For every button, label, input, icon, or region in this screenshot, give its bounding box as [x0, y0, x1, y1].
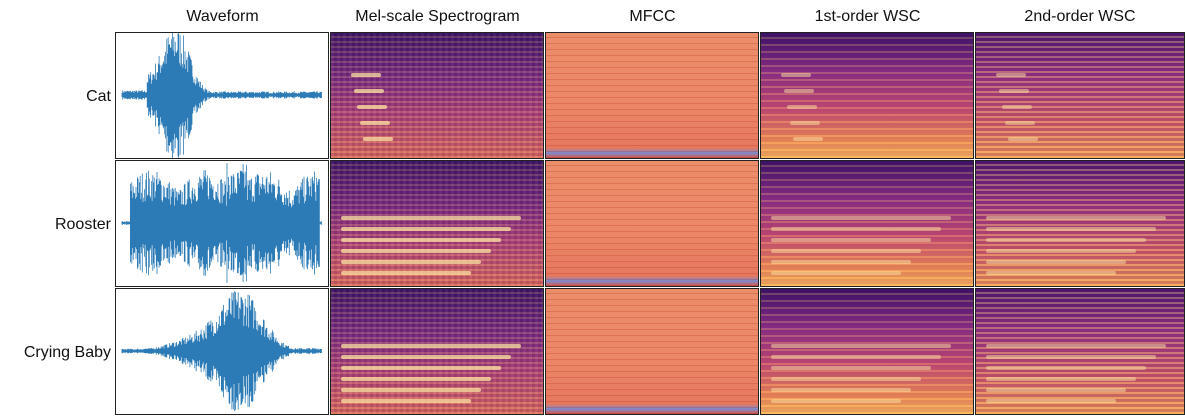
- spectral-band: [357, 105, 387, 109]
- spectral-band: [986, 344, 1166, 348]
- spectral-band: [771, 260, 911, 264]
- spectrogram-panel: [545, 160, 759, 287]
- spectrogram-panel: [330, 32, 544, 159]
- spectral-band: [341, 260, 481, 264]
- spectrogram-panel: [760, 32, 974, 159]
- waveform-trace: [122, 291, 322, 411]
- waveform: [116, 33, 328, 158]
- spectral-band: [1002, 105, 1032, 109]
- spectral-band: [351, 73, 381, 77]
- spectral-band: [363, 137, 393, 141]
- waveform-trace: [122, 33, 322, 158]
- column-header: Mel-scale Spectrogram: [330, 0, 545, 32]
- spectral-band: [784, 89, 814, 93]
- spectral-band: [341, 366, 501, 370]
- spectral-band: [341, 216, 521, 220]
- spectral-band: [986, 399, 1116, 403]
- column-header: 2nd-order WSC: [975, 0, 1185, 32]
- spectrogram-panel: [975, 288, 1185, 415]
- spectrogram-panel: [975, 160, 1185, 287]
- spectral-band: [1005, 121, 1035, 125]
- row-label: Cat: [0, 88, 111, 106]
- spectrogram-panel: [545, 288, 759, 415]
- row-label: Rooster: [0, 216, 111, 234]
- spectral-band: [771, 227, 941, 231]
- column-header: 1st-order WSC: [760, 0, 975, 32]
- spectral-band: [341, 238, 501, 242]
- spectral-band: [986, 216, 1166, 220]
- spectral-band: [341, 344, 521, 348]
- figure: Waveform Mel-scale Spectrogram MFCC 1st-…: [0, 0, 1185, 417]
- spectral-band: [341, 355, 511, 359]
- spectral-band: [986, 388, 1126, 392]
- spectral-band: [986, 366, 1146, 370]
- spectral-band: [986, 238, 1146, 242]
- spectrogram-panel: [760, 288, 974, 415]
- spectral-band: [986, 249, 1136, 253]
- waveform-trace: [122, 163, 322, 283]
- spectral-band: [771, 249, 921, 253]
- spectral-band: [771, 216, 951, 220]
- spectral-band: [360, 121, 390, 125]
- spectral-band: [787, 105, 817, 109]
- spectral-band: [999, 89, 1029, 93]
- spectral-band: [341, 388, 481, 392]
- spectral-band: [771, 271, 901, 275]
- spectral-band: [771, 344, 951, 348]
- row-label: Crying Baby: [0, 344, 111, 362]
- spectral-band: [771, 238, 931, 242]
- spectral-band: [771, 388, 911, 392]
- waveform-panel: [115, 160, 329, 287]
- spectrogram-panel: [545, 32, 759, 159]
- spectral-band: [781, 73, 811, 77]
- spectral-band: [341, 271, 471, 275]
- spectrogram-panel: [330, 288, 544, 415]
- spectral-band: [771, 399, 901, 403]
- column-header: Waveform: [115, 0, 330, 32]
- spectral-band: [1008, 137, 1038, 141]
- spectral-band: [986, 227, 1156, 231]
- spectral-band: [341, 227, 511, 231]
- spectral-band: [790, 121, 820, 125]
- waveform: [116, 161, 328, 286]
- waveform: [116, 289, 328, 414]
- waveform-panel: [115, 32, 329, 159]
- spectral-band: [771, 366, 931, 370]
- spectral-band: [793, 137, 823, 141]
- spectrogram-panel: [760, 160, 974, 287]
- spectrogram-panel: [975, 32, 1185, 159]
- spectral-band: [986, 260, 1126, 264]
- spectral-band: [986, 355, 1156, 359]
- spectral-band: [341, 377, 491, 381]
- waveform-panel: [115, 288, 329, 415]
- spectral-band: [996, 73, 1026, 77]
- spectral-band: [986, 271, 1116, 275]
- spectral-band: [771, 377, 921, 381]
- spectral-band: [771, 355, 941, 359]
- spectral-band: [341, 399, 471, 403]
- spectral-band: [986, 377, 1136, 381]
- spectral-band: [354, 89, 384, 93]
- spectrogram-panel: [330, 160, 544, 287]
- spectral-band: [341, 249, 491, 253]
- column-header: MFCC: [545, 0, 760, 32]
